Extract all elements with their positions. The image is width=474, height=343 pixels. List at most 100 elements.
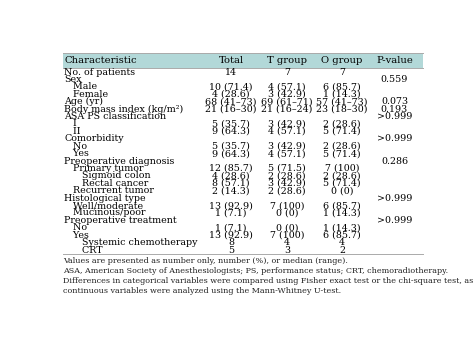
Text: 5 (35.7): 5 (35.7) [212,142,250,151]
Text: >0.999: >0.999 [377,216,412,225]
Text: Preoperative diagnosis: Preoperative diagnosis [64,156,174,166]
Text: 5 (71.4): 5 (71.4) [323,149,361,158]
Text: 4 (57.1): 4 (57.1) [268,82,306,91]
Text: 7: 7 [339,68,345,76]
Text: Male: Male [64,82,97,91]
Text: Rectal cancer: Rectal cancer [64,179,148,188]
Text: ASA PS classification: ASA PS classification [64,112,166,121]
Text: Values are presented as number only, number (%), or median (range).: Values are presented as number only, num… [63,257,348,265]
Text: Age (yr): Age (yr) [64,97,103,106]
Text: 4 (57.1): 4 (57.1) [268,149,306,158]
Text: 1 (7.1): 1 (7.1) [215,209,247,217]
Text: 2 (28.6): 2 (28.6) [268,172,306,180]
Text: Histological type: Histological type [64,194,146,203]
Text: T group: T group [267,56,307,65]
Text: continuous variables were analyzed using the Mann-Whitney U-test.: continuous variables were analyzed using… [63,287,341,295]
Text: 12 (85.7): 12 (85.7) [209,164,253,173]
Text: Characteristic: Characteristic [65,56,137,65]
Text: 5 (35.7): 5 (35.7) [212,119,250,129]
Text: Differences in categorical variables were compared using Fisher exact test or th: Differences in categorical variables wer… [63,277,474,285]
Text: 0.193: 0.193 [381,105,408,114]
Text: >0.999: >0.999 [377,112,412,121]
Text: >0.999: >0.999 [377,134,412,143]
Text: 9 (64.3): 9 (64.3) [212,149,250,158]
Text: II: II [64,127,81,136]
Text: Recurrent tumor: Recurrent tumor [64,186,154,195]
Text: 2 (28.6): 2 (28.6) [323,172,361,180]
Text: 2: 2 [339,246,345,255]
Text: 0 (0): 0 (0) [276,223,298,232]
Text: P-value: P-value [376,56,413,65]
Text: 4 (28.6): 4 (28.6) [212,172,250,180]
Text: ASA, American Society of Anesthesiologists; PS, performance status; CRT, chemora: ASA, American Society of Anesthesiologis… [63,267,448,275]
Text: 7: 7 [284,68,290,76]
Text: 2 (28.6): 2 (28.6) [268,186,306,195]
Text: 2 (14.3): 2 (14.3) [212,186,250,195]
Text: Comorbidity: Comorbidity [64,134,124,143]
Text: 5 (71.4): 5 (71.4) [323,127,361,136]
Text: Sigmoid colon: Sigmoid colon [64,172,151,180]
Text: Body mass index (kg/m²): Body mass index (kg/m²) [64,105,183,114]
Text: 0.559: 0.559 [381,75,408,84]
Text: 69 (61–71): 69 (61–71) [261,97,313,106]
Text: 7 (100): 7 (100) [325,164,359,173]
Text: 4 (57.1): 4 (57.1) [268,127,306,136]
Text: 1 (14.3): 1 (14.3) [323,90,361,99]
Text: 1 (14.3): 1 (14.3) [323,209,361,217]
Text: Sex: Sex [64,75,82,84]
Text: Yes: Yes [64,231,89,240]
Text: 5 (71.4): 5 (71.4) [323,179,361,188]
Text: 6 (85.7): 6 (85.7) [323,82,361,91]
Text: 8 (57.1): 8 (57.1) [212,179,250,188]
Text: 13 (92.9): 13 (92.9) [209,231,253,240]
Text: 3 (42.9): 3 (42.9) [268,119,306,129]
Text: O group: O group [321,56,363,65]
Text: 3 (42.9): 3 (42.9) [268,179,306,188]
Text: I: I [64,119,77,129]
Text: 6 (85.7): 6 (85.7) [323,201,361,210]
Text: Female: Female [64,90,108,99]
Text: 0.073: 0.073 [381,97,408,106]
Text: 4: 4 [339,238,345,247]
Text: 14: 14 [225,68,237,76]
Text: 4 (28.6): 4 (28.6) [212,90,250,99]
Text: 3 (42.9): 3 (42.9) [268,142,306,151]
Text: 21 (16–30): 21 (16–30) [205,105,257,114]
Text: 7 (100): 7 (100) [270,231,304,240]
Text: 0.286: 0.286 [381,156,408,166]
Text: 3 (42.9): 3 (42.9) [268,90,306,99]
Text: 2 (28.6): 2 (28.6) [323,142,361,151]
Text: 1 (14.3): 1 (14.3) [323,223,361,232]
Text: 0 (0): 0 (0) [276,209,298,217]
Text: CRT: CRT [64,246,103,255]
Text: 9 (64.3): 9 (64.3) [212,127,250,136]
Text: Yes: Yes [64,149,89,158]
Text: >0.999: >0.999 [377,194,412,203]
Text: 6 (85.7): 6 (85.7) [323,231,361,240]
Text: Total: Total [219,56,244,65]
Text: 3: 3 [284,246,290,255]
Text: 4: 4 [284,238,290,247]
Text: 1 (7.1): 1 (7.1) [215,223,247,232]
Text: 57 (41–73): 57 (41–73) [316,97,368,106]
Text: Well/moderate: Well/moderate [64,201,143,210]
Text: 0 (0): 0 (0) [331,186,353,195]
Text: 23 (18–30): 23 (18–30) [316,105,368,114]
Text: 2 (28.6): 2 (28.6) [323,119,361,129]
Bar [63,53,423,68]
Text: 21 (16–24): 21 (16–24) [261,105,313,114]
Text: 10 (71.4): 10 (71.4) [209,82,253,91]
Text: No. of patients: No. of patients [64,68,135,76]
Text: 68 (41–73): 68 (41–73) [205,97,257,106]
Text: 7 (100): 7 (100) [270,201,304,210]
Text: 5 (71.5): 5 (71.5) [268,164,306,173]
Text: No: No [64,142,87,151]
Text: 5: 5 [228,246,234,255]
Text: 8: 8 [228,238,234,247]
Text: 13 (92.9): 13 (92.9) [209,201,253,210]
Text: Preoperative treatment: Preoperative treatment [64,216,177,225]
Text: Primary tumor: Primary tumor [64,164,144,173]
Text: Systemic chemotherapy: Systemic chemotherapy [64,238,198,247]
Text: No: No [64,223,87,232]
Text: Mucinous/poor: Mucinous/poor [64,209,146,217]
